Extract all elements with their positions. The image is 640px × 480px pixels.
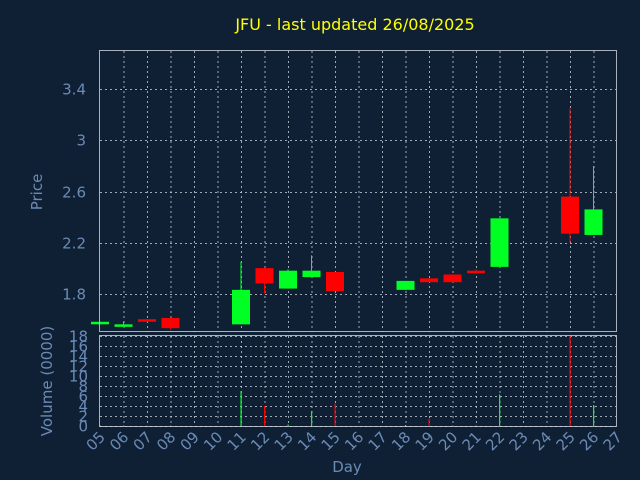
volume-y-tick: 12 xyxy=(69,358,88,376)
volume-bar-06 xyxy=(123,425,125,426)
candle-12 xyxy=(255,268,274,294)
candle-07 xyxy=(138,319,156,322)
candle-15 xyxy=(326,271,344,292)
candle-body xyxy=(584,209,603,235)
price-grid xyxy=(100,51,616,332)
candle-26 xyxy=(584,165,603,235)
candle-22 xyxy=(490,218,509,267)
volume-y-tick: 10 xyxy=(69,368,88,386)
candle-body xyxy=(420,278,438,283)
price-y-ticks: 1.8 2.2 2.6 3 3.4 xyxy=(62,81,86,304)
candle-body xyxy=(114,324,133,327)
price-plot-frame xyxy=(99,50,617,332)
x-tick-label: 22 xyxy=(482,428,508,454)
x-tick-label: 25 xyxy=(553,428,579,454)
x-tick-label: 14 xyxy=(294,428,320,454)
candle-body xyxy=(326,271,344,292)
volume-y-tick: 16 xyxy=(69,338,88,356)
volume-y-tick: 6 xyxy=(78,388,88,406)
volume-y-tick: 18 xyxy=(69,328,88,346)
x-tick-label: 26 xyxy=(576,428,602,454)
x-tick-label: 21 xyxy=(459,428,485,454)
candle-body xyxy=(467,270,485,274)
candle-18 xyxy=(396,280,415,290)
x-tick-label: 10 xyxy=(200,428,226,454)
volume-bar-05 xyxy=(99,425,101,426)
volume-plot-frame xyxy=(99,335,617,427)
candle-body xyxy=(396,280,415,290)
x-tick-label: 12 xyxy=(247,428,273,454)
x-tick-label: 06 xyxy=(106,428,132,454)
volume-bar-12 xyxy=(264,406,266,426)
x-tick-label: 27 xyxy=(600,428,626,454)
volume-bar-22 xyxy=(499,394,501,426)
price-y-tick: 2.6 xyxy=(62,184,86,202)
x-tick-label: 08 xyxy=(153,428,179,454)
volume-bar-14 xyxy=(311,411,313,426)
candle-body xyxy=(232,289,250,325)
volume-bar-07 xyxy=(146,425,148,426)
volume-bar-20 xyxy=(452,425,454,426)
x-tick-label: 18 xyxy=(388,428,414,454)
x-tick-label: 09 xyxy=(177,428,203,454)
volume-bar-21 xyxy=(475,425,477,426)
price-y-tick: 1.8 xyxy=(62,286,86,304)
candle-06 xyxy=(114,321,133,327)
x-tick-label: 17 xyxy=(365,428,391,454)
volume-bar-13 xyxy=(287,424,289,426)
volume-bar-15 xyxy=(334,403,336,426)
x-tick-label: 11 xyxy=(224,428,250,454)
x-tick-label: 16 xyxy=(341,428,367,454)
candle-19 xyxy=(420,278,438,283)
x-tick-label: 13 xyxy=(271,428,297,454)
candle-body xyxy=(443,274,462,283)
price-y-tick: 2.2 xyxy=(62,235,86,253)
x-tick-label: 19 xyxy=(412,428,438,454)
candle-body xyxy=(490,218,509,267)
x-tick-label: 23 xyxy=(506,428,532,454)
volume-axis-label: Volume (0000) xyxy=(38,326,56,436)
volume-y-tick: 8 xyxy=(78,378,88,396)
price-axis-label: Price xyxy=(28,174,46,211)
volume-y-tick: 2 xyxy=(78,408,88,426)
volume-bar-19 xyxy=(428,418,430,426)
candle-body xyxy=(279,270,297,289)
price-panel: 1.8 2.2 2.6 3 3.4 Price xyxy=(28,50,617,332)
candle-08 xyxy=(161,317,180,330)
chart-title: JFU - last updated 26/08/2025 xyxy=(234,15,474,34)
candle-11 xyxy=(232,261,250,325)
candle-20 xyxy=(443,274,462,283)
candle-body xyxy=(302,270,321,278)
volume-grid xyxy=(100,336,616,427)
candle-body xyxy=(561,196,579,234)
x-axis-ticks: 0506070809101112131415161718192021222324… xyxy=(83,428,626,454)
candle-body xyxy=(161,317,180,329)
candle-body xyxy=(255,268,274,284)
volume-bar-08 xyxy=(170,425,172,426)
x-tick-label: 15 xyxy=(318,428,344,454)
candle-14 xyxy=(302,255,321,278)
volume-bar-18 xyxy=(405,425,407,426)
candle-21 xyxy=(467,269,485,274)
volume-y-tick: 0 xyxy=(78,418,88,436)
candle-body xyxy=(138,319,156,322)
volume-y-tick: 4 xyxy=(78,398,88,416)
x-tick-label: 20 xyxy=(435,428,461,454)
volume-bar-25 xyxy=(569,336,571,426)
x-axis-label: Day xyxy=(332,458,362,476)
price-y-tick: 3 xyxy=(76,132,86,150)
candle-25 xyxy=(561,108,579,243)
volume-bar-11 xyxy=(240,391,242,426)
volume-bar-26 xyxy=(593,405,595,426)
x-tick-label: 24 xyxy=(529,428,555,454)
volume-bars xyxy=(99,336,595,426)
price-y-tick: 3.4 xyxy=(62,81,86,99)
candle-13 xyxy=(279,269,297,289)
candles xyxy=(91,108,603,330)
x-tick-label: 07 xyxy=(130,428,156,454)
volume-y-tick: 14 xyxy=(69,348,88,366)
